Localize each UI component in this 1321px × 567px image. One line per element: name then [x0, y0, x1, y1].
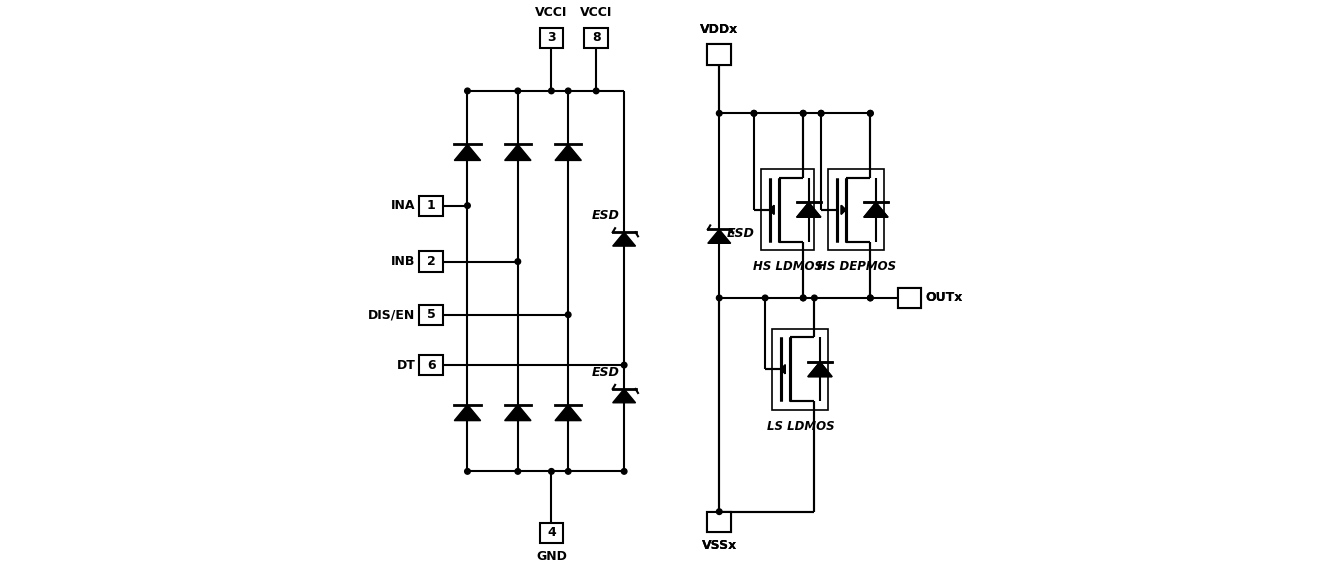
Polygon shape: [797, 202, 820, 217]
Polygon shape: [808, 362, 832, 376]
Text: OUTx: OUTx: [925, 291, 963, 304]
Text: OUTx: OUTx: [925, 291, 963, 304]
FancyBboxPatch shape: [898, 288, 921, 308]
Polygon shape: [864, 202, 888, 217]
Polygon shape: [555, 405, 581, 421]
Circle shape: [515, 88, 520, 94]
Text: INA: INA: [391, 199, 415, 212]
FancyBboxPatch shape: [708, 511, 731, 532]
Circle shape: [565, 468, 571, 474]
Polygon shape: [770, 205, 774, 214]
Circle shape: [465, 203, 470, 209]
FancyBboxPatch shape: [584, 28, 608, 48]
Circle shape: [752, 111, 757, 116]
Text: DT: DT: [396, 358, 415, 371]
Polygon shape: [797, 202, 820, 217]
Circle shape: [868, 295, 873, 301]
Text: VDDx: VDDx: [700, 23, 738, 36]
Polygon shape: [505, 145, 531, 160]
Polygon shape: [454, 405, 481, 421]
Polygon shape: [555, 145, 581, 160]
Circle shape: [621, 362, 627, 368]
Circle shape: [801, 111, 806, 116]
Text: 2: 2: [427, 255, 436, 268]
Text: 6: 6: [427, 358, 436, 371]
FancyBboxPatch shape: [773, 329, 828, 410]
Polygon shape: [613, 232, 635, 246]
Text: VDDx: VDDx: [700, 23, 738, 36]
Text: VCCI: VCCI: [580, 6, 613, 19]
FancyBboxPatch shape: [419, 355, 443, 375]
Circle shape: [801, 111, 806, 116]
Text: HS DEPMOS: HS DEPMOS: [816, 260, 896, 273]
FancyBboxPatch shape: [540, 28, 563, 48]
Circle shape: [593, 88, 598, 94]
Text: LS LDMOS: LS LDMOS: [766, 420, 834, 433]
Circle shape: [818, 111, 824, 116]
Text: VSSx: VSSx: [701, 539, 737, 552]
Text: HS LDMOS: HS LDMOS: [753, 260, 823, 273]
Text: INB: INB: [391, 255, 415, 268]
FancyBboxPatch shape: [419, 196, 443, 215]
Text: VCCI: VCCI: [535, 6, 568, 19]
Circle shape: [565, 88, 571, 94]
FancyBboxPatch shape: [898, 288, 921, 308]
FancyBboxPatch shape: [419, 252, 443, 272]
Circle shape: [515, 468, 520, 474]
FancyBboxPatch shape: [708, 44, 731, 65]
Circle shape: [621, 468, 627, 474]
Text: 1: 1: [427, 199, 436, 212]
Circle shape: [762, 295, 768, 301]
Circle shape: [801, 295, 806, 301]
Text: 8: 8: [592, 31, 601, 44]
Text: VSSx: VSSx: [701, 539, 737, 552]
Polygon shape: [770, 205, 774, 214]
Text: ESD: ESD: [727, 227, 754, 239]
Text: DIS/EN: DIS/EN: [369, 308, 415, 321]
FancyBboxPatch shape: [761, 169, 814, 251]
Circle shape: [465, 88, 470, 94]
Circle shape: [548, 468, 555, 474]
Polygon shape: [708, 230, 731, 243]
FancyBboxPatch shape: [540, 523, 563, 543]
Circle shape: [565, 312, 571, 318]
Circle shape: [465, 468, 470, 474]
Text: GND: GND: [536, 551, 567, 563]
Polygon shape: [841, 205, 845, 214]
FancyBboxPatch shape: [708, 44, 731, 65]
Circle shape: [801, 295, 806, 301]
Circle shape: [811, 295, 818, 301]
Circle shape: [548, 88, 555, 94]
Circle shape: [716, 295, 723, 301]
Polygon shape: [808, 362, 832, 376]
Circle shape: [716, 111, 723, 116]
FancyBboxPatch shape: [828, 169, 884, 251]
Circle shape: [868, 111, 873, 116]
Polygon shape: [613, 389, 635, 403]
Circle shape: [818, 111, 824, 116]
Polygon shape: [505, 405, 531, 421]
FancyBboxPatch shape: [708, 511, 731, 532]
Circle shape: [868, 295, 873, 301]
Text: 3: 3: [547, 31, 556, 44]
Circle shape: [868, 111, 873, 116]
Polygon shape: [864, 202, 888, 217]
Polygon shape: [454, 145, 481, 160]
Circle shape: [752, 111, 757, 116]
Circle shape: [515, 259, 520, 264]
Polygon shape: [781, 365, 785, 374]
Polygon shape: [841, 205, 845, 214]
Text: ESD: ESD: [592, 366, 620, 379]
Text: 5: 5: [427, 308, 436, 321]
Polygon shape: [781, 365, 785, 374]
FancyBboxPatch shape: [419, 304, 443, 325]
Text: 4: 4: [547, 526, 556, 539]
Text: ESD: ESD: [592, 209, 620, 222]
Circle shape: [716, 509, 723, 514]
